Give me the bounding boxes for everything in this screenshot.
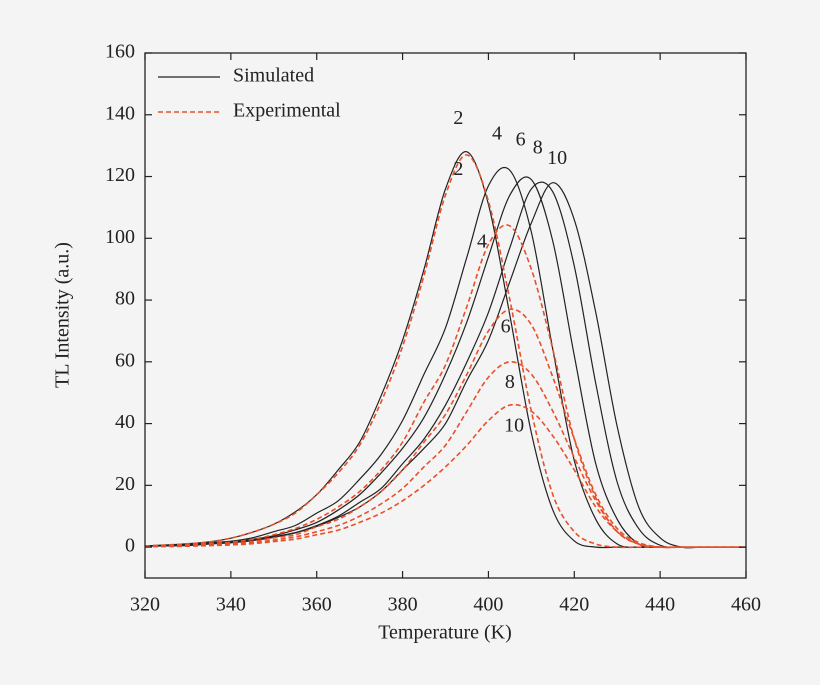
series-line	[145, 182, 746, 549]
plot-area	[145, 151, 746, 549]
plot-frame	[144, 52, 747, 579]
x-tick-label: 400	[473, 594, 503, 616]
y-tick-label: 100	[105, 226, 135, 248]
y-axis-label: TL Intensity (a.u.)	[52, 242, 74, 388]
y-tick-label: 60	[115, 349, 135, 371]
x-tick-label: 380	[388, 594, 418, 616]
curve-label: 6	[501, 315, 511, 337]
curve-label: 10	[504, 414, 524, 436]
curve-label: 8	[505, 371, 515, 393]
x-axis-label: Temperature (K)	[378, 622, 512, 644]
x-tick-label: 360	[302, 594, 332, 616]
y-tick-label: 120	[105, 164, 135, 186]
curve-label: 4	[477, 231, 487, 253]
curve-label: 8	[533, 136, 543, 158]
x-tick-label: 460	[731, 594, 761, 616]
x-tick-label: 340	[216, 594, 246, 616]
series-line	[145, 308, 746, 549]
series-line	[145, 403, 746, 549]
legend-label: Simulated	[233, 65, 314, 87]
curve-label: 6	[516, 129, 526, 151]
x-tick-label: 320	[130, 594, 160, 616]
y-tick-label: 160	[105, 41, 135, 63]
curve-label: 10	[547, 147, 567, 169]
y-tick-label: 0	[125, 535, 135, 557]
y-tick-label: 140	[105, 102, 135, 124]
y-tick-label: 40	[115, 411, 135, 433]
y-tick-label: 80	[115, 288, 135, 310]
series-line	[145, 154, 746, 549]
x-tick-label: 420	[559, 594, 589, 616]
legend-label: Experimental	[233, 100, 341, 122]
curve-label: 4	[492, 122, 502, 144]
curve-label: 2	[453, 107, 463, 129]
y-tick-label: 20	[115, 473, 135, 495]
series-line	[145, 361, 746, 549]
curve-label: 2	[453, 158, 463, 180]
x-tick-label: 440	[645, 594, 675, 616]
